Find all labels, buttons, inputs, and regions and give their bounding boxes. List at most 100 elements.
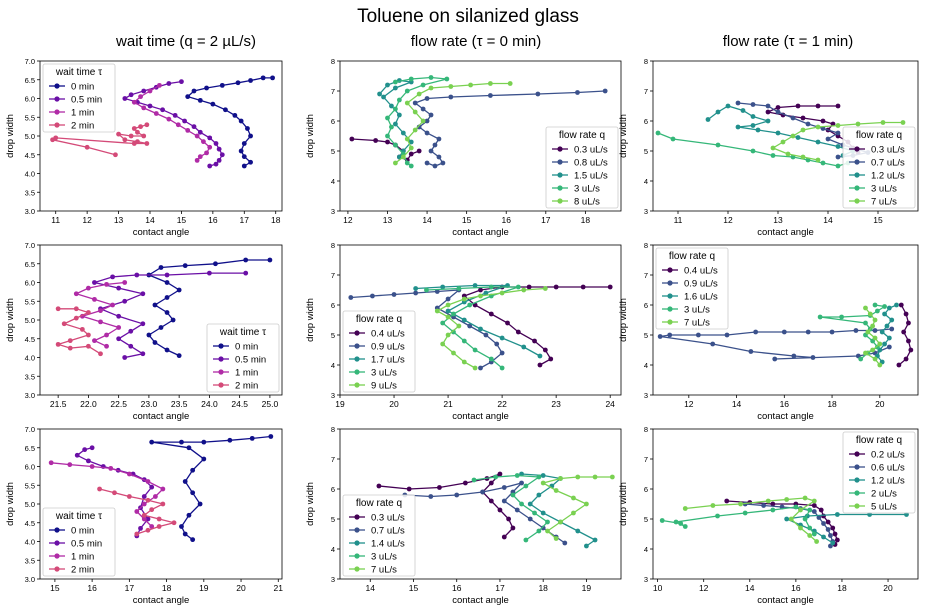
y-tick-label: 7 (644, 455, 648, 464)
data-point (834, 512, 840, 517)
y-tick-label: 3 (331, 391, 335, 400)
data-point (104, 332, 109, 338)
series-line (151, 435, 271, 541)
data-point (553, 536, 559, 541)
data-point (428, 494, 434, 499)
y-tick-label: 5 (644, 331, 648, 340)
data-point (55, 306, 61, 312)
data-point (440, 341, 446, 347)
data-point (805, 121, 811, 127)
panel-1: 11 12 13 14 15 16 17 18 3.0 3.5 4.0 4.5 5.0 5.5 6.0 6.5… (5, 57, 283, 238)
legend-marker (54, 527, 60, 533)
data-point (863, 320, 868, 326)
data-point (545, 519, 550, 525)
data-point (505, 320, 510, 326)
data-point (170, 317, 176, 323)
series-line (435, 287, 546, 369)
legend-marker (557, 159, 563, 165)
data-point (478, 293, 483, 299)
data-point (906, 338, 911, 344)
data-point (536, 528, 542, 534)
data-point (540, 480, 546, 486)
data-point (472, 283, 478, 288)
data-point (243, 257, 249, 263)
data-point (540, 525, 546, 531)
data-point (412, 127, 418, 133)
legend-marker (557, 172, 563, 178)
data-point (867, 311, 873, 317)
legend-marker (854, 477, 860, 483)
legend-entry: 3 uL/s (871, 184, 897, 195)
data-point (404, 136, 410, 142)
data-point (434, 289, 440, 294)
data-point (499, 335, 505, 341)
data-point (829, 329, 835, 335)
data-point (514, 507, 520, 513)
data-point (678, 521, 684, 526)
series-3 (519, 471, 598, 549)
x-tick-label: 18 (538, 583, 548, 593)
data-point (131, 141, 137, 146)
series-2 (412, 88, 608, 169)
y-axis-label: drop width (618, 114, 629, 158)
data-point (245, 126, 250, 131)
data-point (870, 323, 876, 329)
data-point (879, 329, 885, 335)
figure-title: Toluene on silanized glass (357, 6, 579, 27)
x-tick-label: 12 (82, 215, 92, 225)
y-axis-label: drop width (618, 482, 629, 526)
data-point (478, 326, 483, 332)
legend-marker (54, 109, 60, 115)
data-point (487, 93, 493, 98)
data-point (521, 287, 527, 293)
data-point (89, 464, 95, 469)
legend: wait time τ 0 min 0.5 min 1 min 2 min (42, 507, 116, 577)
data-point (765, 109, 771, 115)
data-point (89, 445, 95, 451)
data-point (896, 362, 902, 368)
data-point (67, 462, 73, 468)
legend-entry: 7 uL/s (871, 197, 897, 208)
data-point (584, 543, 589, 549)
y-tick-label: 8 (644, 241, 648, 250)
data-point (488, 284, 494, 290)
data-point (772, 356, 778, 362)
legend-marker (218, 356, 224, 362)
data-point (780, 139, 786, 145)
data-point (348, 295, 354, 300)
series-2 (657, 326, 895, 362)
x-tick-label: 15 (177, 215, 187, 225)
data-point (855, 121, 861, 127)
data-point (98, 319, 103, 325)
y-tick-label: 6.5 (25, 260, 35, 269)
data-point (122, 96, 128, 101)
y-tick-label: 6.0 (25, 463, 35, 472)
x-tick-label: 18 (581, 215, 591, 225)
data-point (207, 163, 213, 169)
x-tick-label: 19 (582, 583, 592, 593)
legend-marker (557, 185, 563, 191)
data-point (825, 519, 831, 525)
legend-marker (354, 343, 360, 349)
legend-entry: 3 uL/s (371, 368, 397, 379)
data-point (828, 533, 833, 538)
data-point (160, 501, 166, 507)
series-4 (424, 284, 521, 371)
data-point (790, 133, 796, 139)
data-point (655, 130, 661, 136)
data-point (810, 355, 816, 360)
x-tick-label: 13 (114, 215, 124, 225)
data-point (791, 353, 797, 359)
data-point (149, 439, 155, 445)
data-point (126, 494, 132, 499)
data-point (412, 100, 418, 106)
y-tick-label: 3.5 (25, 556, 35, 565)
series-line (56, 308, 101, 355)
x-tick-label: 12 (343, 215, 353, 225)
data-point (471, 477, 477, 483)
data-point (807, 507, 813, 513)
data-point (171, 520, 177, 526)
data-point (451, 311, 456, 317)
data-point (461, 338, 467, 344)
y-tick-label: 4.5 (25, 519, 35, 528)
